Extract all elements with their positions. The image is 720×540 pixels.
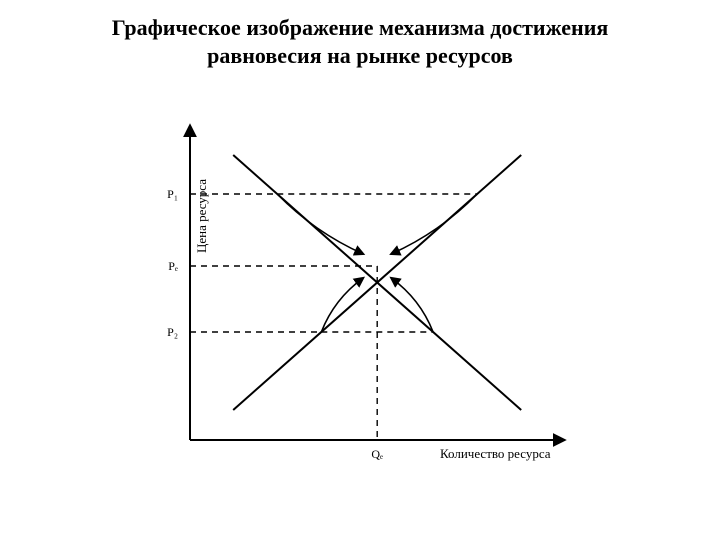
arrow-p1-left: [277, 194, 363, 254]
y-tick-label-P2: P₂: [167, 325, 178, 339]
y-tick-label-Pe: Pₑ: [168, 259, 178, 273]
x-tick-label-qe: Qₑ: [371, 447, 383, 461]
y-tick-label-P1: P₁: [167, 187, 178, 201]
page: Графическое изображение механизма достиж…: [0, 0, 720, 540]
equilibrium-chart: P₁ Pₑ P₂ Qₑ Количество ресурса Цена ресурса: [130, 90, 590, 490]
y-axis-label: Цена ресурса: [194, 179, 209, 253]
chart-svg: P₁ Pₑ P₂ Qₑ Количество ресурса Цена ресурса: [130, 90, 590, 490]
page-title: Графическое изображение механизма достиж…: [0, 14, 720, 69]
arrow-p2-right: [391, 278, 433, 332]
title-line-1: Графическое изображение механизма достиж…: [112, 15, 609, 40]
arrow-p2-left: [321, 278, 363, 332]
arrow-p1-right: [391, 194, 477, 254]
x-axis-label: Количество ресурса: [440, 446, 551, 461]
title-line-2: равновесия на рынке ресурсов: [207, 43, 513, 68]
